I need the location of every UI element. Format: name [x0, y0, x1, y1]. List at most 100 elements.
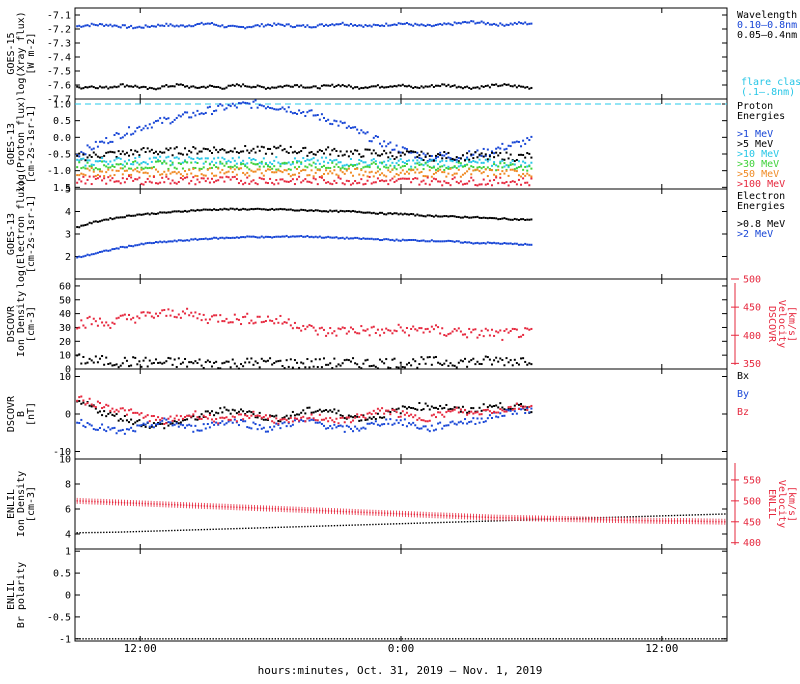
data-point	[507, 83, 510, 86]
data-point	[331, 410, 334, 413]
data-point	[697, 638, 699, 640]
data-point	[134, 26, 137, 29]
data-point	[194, 174, 197, 177]
data-point	[635, 515, 637, 518]
data-point	[486, 148, 489, 151]
data-point	[98, 168, 101, 171]
data-point	[300, 161, 303, 164]
data-point	[381, 211, 384, 214]
data-point	[524, 360, 527, 363]
data-point	[330, 638, 333, 640]
data-point	[260, 416, 263, 419]
data-point	[192, 25, 195, 28]
data-point	[181, 361, 184, 364]
data-point	[121, 167, 124, 170]
data-point	[360, 325, 363, 328]
data-point	[215, 208, 218, 211]
data-point	[464, 182, 467, 185]
data-point	[320, 165, 323, 168]
data-point	[515, 362, 518, 365]
data-point	[101, 250, 104, 253]
data-point	[312, 161, 315, 164]
data-point	[88, 25, 91, 28]
data-point	[85, 531, 87, 534]
data-point	[474, 363, 477, 366]
data-point	[345, 332, 348, 335]
data-point	[360, 367, 363, 370]
data-point	[204, 148, 207, 151]
data-point	[426, 327, 429, 330]
data-point	[573, 638, 575, 640]
data-point	[517, 407, 520, 410]
data-point	[441, 154, 444, 157]
data-point	[321, 525, 324, 527]
data-point	[107, 362, 110, 365]
data-point	[138, 360, 141, 363]
data-point	[408, 168, 411, 171]
data-point	[140, 168, 143, 171]
data-point	[464, 418, 467, 421]
data-point	[210, 152, 213, 155]
data-point	[291, 162, 294, 165]
data-point	[245, 527, 247, 530]
data-point	[452, 638, 454, 640]
data-point	[478, 216, 481, 219]
data-point	[245, 638, 247, 640]
data-point	[419, 638, 421, 640]
data-point	[132, 85, 135, 88]
data-point	[376, 165, 379, 168]
data-point	[447, 172, 450, 175]
data-point	[94, 355, 97, 358]
data-point	[464, 164, 467, 167]
data-point	[200, 429, 203, 432]
data-point	[296, 417, 299, 420]
data-point	[509, 163, 512, 166]
data-point	[364, 161, 367, 164]
data-point	[167, 155, 170, 158]
data-point	[420, 356, 423, 359]
data-point	[223, 423, 226, 426]
data-point	[296, 112, 299, 115]
data-point	[522, 160, 525, 163]
data-point	[470, 153, 473, 156]
data-point	[221, 104, 224, 107]
data-point	[167, 424, 170, 427]
data-point	[163, 361, 166, 364]
data-point	[246, 149, 249, 152]
data-point	[202, 313, 205, 316]
data-point	[215, 411, 218, 414]
x-tick-label: 12:00	[124, 642, 157, 655]
data-point	[339, 414, 342, 417]
data-point	[190, 85, 193, 88]
data-point	[476, 417, 479, 420]
data-point	[148, 25, 151, 28]
data-point	[552, 638, 555, 640]
data-point	[119, 429, 122, 432]
data-point	[482, 358, 485, 361]
data-point	[206, 148, 209, 151]
data-point	[378, 142, 381, 145]
data-point	[105, 403, 108, 406]
data-point	[488, 169, 491, 172]
data-point	[304, 25, 307, 28]
data-point	[331, 419, 334, 422]
data-point	[188, 182, 191, 185]
data-point	[221, 148, 224, 151]
data-point	[256, 84, 259, 87]
data-point	[364, 165, 367, 168]
right-axis-label-line: [km/s]	[786, 306, 797, 342]
data-point	[310, 150, 313, 153]
y-tick-label: -7.7	[47, 95, 71, 106]
data-point	[393, 175, 396, 178]
data-point	[416, 213, 419, 216]
data-point	[480, 161, 483, 164]
data-point	[420, 327, 423, 330]
data-point	[493, 22, 496, 25]
data-point	[240, 161, 243, 164]
data-point	[300, 235, 303, 238]
data-point	[277, 422, 280, 425]
data-point	[339, 416, 342, 419]
data-point	[387, 86, 390, 89]
data-point	[219, 25, 222, 28]
data-point	[310, 109, 313, 112]
